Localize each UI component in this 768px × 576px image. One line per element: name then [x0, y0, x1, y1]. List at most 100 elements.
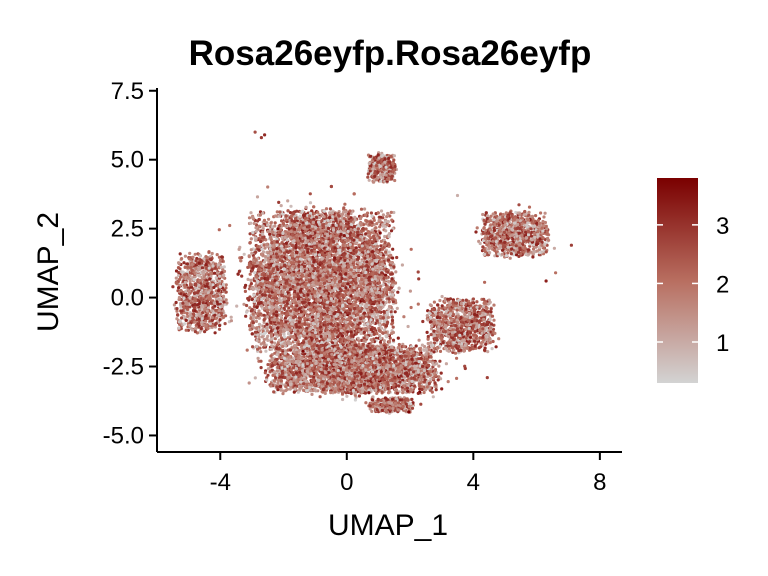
cell-point — [353, 340, 357, 344]
cell-point — [269, 337, 273, 341]
cell-point — [386, 223, 390, 227]
scatter-points — [171, 130, 574, 415]
cell-point — [301, 209, 305, 213]
cell-point — [400, 263, 404, 267]
cell-point — [280, 310, 284, 315]
cell-point — [396, 336, 400, 340]
cell-point — [342, 206, 346, 210]
cell-point — [235, 304, 239, 308]
cell-point — [263, 246, 267, 250]
cell-point — [262, 320, 266, 324]
cell-point — [381, 224, 385, 228]
cell-point — [406, 324, 410, 329]
cell-point — [391, 256, 395, 260]
cell-point — [255, 195, 260, 199]
cell-point — [248, 306, 252, 310]
cell-point — [281, 280, 285, 284]
cell-point — [274, 214, 279, 218]
cell-point — [266, 329, 270, 333]
cell-point — [383, 220, 387, 224]
cell-point — [288, 318, 292, 322]
chart-title: Rosa26eyfp.Rosa26eyfp — [189, 34, 592, 73]
cell-point — [247, 255, 251, 259]
cell-point — [244, 314, 248, 318]
cell-point — [349, 263, 353, 267]
cell-point — [344, 222, 348, 226]
cell-point — [270, 340, 274, 344]
cell-point — [237, 247, 241, 251]
cell-point — [255, 344, 259, 348]
cell-point — [396, 290, 400, 294]
cell-point — [269, 334, 274, 338]
cell-point — [343, 202, 347, 206]
cell-point — [370, 214, 374, 218]
cell-point — [276, 262, 280, 266]
cell-point — [301, 243, 305, 247]
cell-point — [273, 221, 277, 225]
cell-point — [288, 249, 292, 253]
cell-point — [409, 305, 413, 310]
cell-point — [363, 207, 367, 211]
cell-point — [392, 210, 396, 215]
cell-point — [260, 335, 264, 339]
cell-point — [351, 246, 355, 250]
cell-point — [229, 319, 233, 323]
cell-point — [289, 223, 293, 227]
cell-point — [348, 209, 352, 213]
cell-point — [248, 232, 252, 236]
cell-point — [409, 247, 413, 251]
cell-point — [252, 315, 256, 319]
cell-point — [388, 214, 392, 218]
cell-point — [386, 315, 390, 319]
cell-point — [264, 349, 268, 353]
cell-point — [254, 316, 258, 320]
cell-point — [387, 250, 391, 254]
cell-point — [251, 312, 255, 316]
cell-point — [336, 244, 340, 248]
cell-point — [353, 215, 357, 219]
cell-point — [389, 310, 393, 314]
cell-point — [362, 339, 366, 343]
cell-point — [242, 302, 246, 306]
cell-point — [378, 231, 382, 235]
cell-point — [251, 321, 255, 325]
cell-point — [384, 229, 388, 233]
cell-point — [252, 221, 256, 226]
cell-point — [359, 207, 364, 211]
cell-point — [381, 316, 385, 320]
cell-point — [387, 300, 391, 304]
cell-point — [379, 244, 383, 248]
cell-point — [242, 252, 246, 256]
cell-point — [259, 350, 263, 354]
cell-point — [266, 185, 270, 189]
cell-point — [328, 207, 332, 211]
cell-point — [299, 310, 303, 314]
cell-point — [262, 218, 267, 222]
cell-point — [402, 315, 406, 319]
cell-point — [286, 199, 290, 203]
cell-point — [395, 306, 399, 310]
cell-point — [364, 227, 368, 231]
cell-point — [379, 215, 383, 219]
cell-point — [257, 335, 261, 339]
cell-point — [382, 288, 386, 292]
cell-point — [247, 216, 252, 220]
cell-point — [381, 213, 385, 217]
cell-point — [268, 247, 272, 251]
cell-point — [372, 327, 377, 331]
cell-point — [391, 297, 395, 301]
cell-point — [380, 266, 384, 270]
cell-point — [357, 339, 361, 343]
cell-point — [308, 201, 313, 205]
cell-point — [279, 204, 283, 208]
cell-point — [289, 204, 293, 208]
cell-point — [359, 331, 363, 336]
cell-point — [378, 340, 383, 344]
cell-point — [273, 341, 277, 345]
cell-point — [391, 247, 395, 251]
cell-point — [394, 270, 398, 274]
cell-point — [245, 303, 249, 308]
cell-point — [267, 217, 271, 221]
cell-point — [257, 316, 261, 320]
